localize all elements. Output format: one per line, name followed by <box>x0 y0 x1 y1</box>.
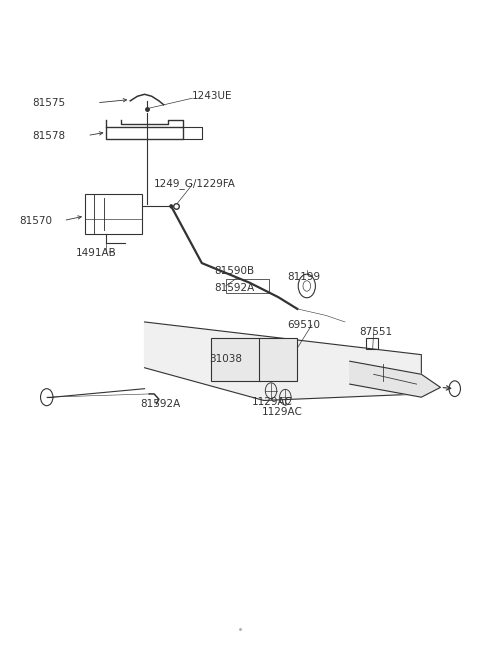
Text: 69510: 69510 <box>287 320 320 330</box>
Text: 1491AB: 1491AB <box>75 248 116 258</box>
Text: 81199: 81199 <box>287 273 320 283</box>
Bar <box>366 338 378 350</box>
Text: 1243UE: 1243UE <box>192 91 233 101</box>
Text: 81590B: 81590B <box>214 266 254 276</box>
Text: 87551: 87551 <box>360 327 393 337</box>
Polygon shape <box>144 322 421 401</box>
Text: 1129AC: 1129AC <box>252 397 293 407</box>
Text: 81570: 81570 <box>20 215 52 225</box>
Text: 81578: 81578 <box>33 131 66 141</box>
Polygon shape <box>350 361 441 397</box>
Bar <box>226 279 269 292</box>
Text: 81575: 81575 <box>33 98 66 108</box>
Bar <box>211 338 297 381</box>
Text: 31038: 31038 <box>209 354 242 364</box>
Text: 1249_G/1229FA: 1249_G/1229FA <box>154 178 236 189</box>
Text: 1129AC: 1129AC <box>262 407 302 417</box>
Bar <box>85 194 142 234</box>
Text: 81592A: 81592A <box>214 283 254 293</box>
Text: 81592A: 81592A <box>140 399 180 409</box>
